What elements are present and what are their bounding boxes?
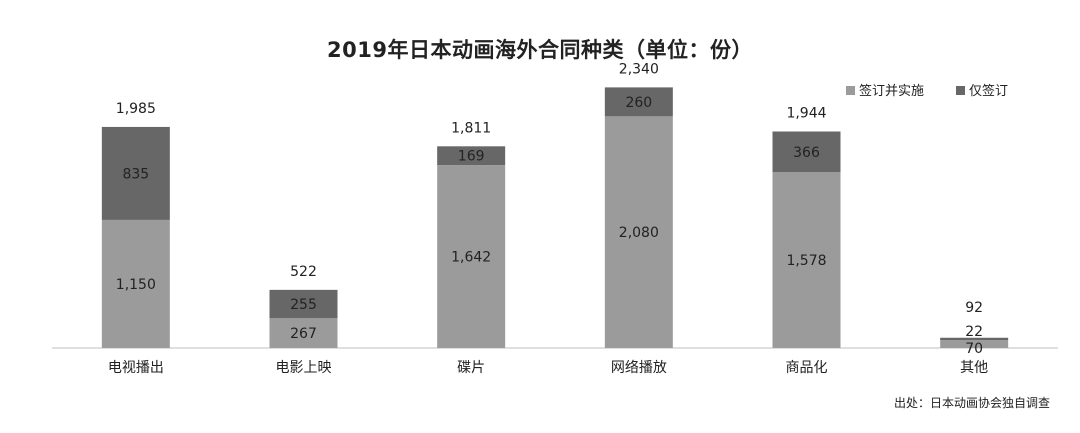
segment-value-label: 22 (965, 324, 983, 340)
legend-label: 仅签订 (969, 83, 1008, 99)
bar-segment-signed-implemented (940, 340, 1009, 348)
segment-value-label: 267 (290, 326, 317, 342)
total-value-label: 1,944 (786, 105, 826, 121)
total-value-label: 1,811 (451, 120, 491, 136)
segment-value-label: 70 (965, 341, 983, 357)
bar-segment-signed-only (940, 337, 1009, 341)
segment-value-label: 1,642 (451, 250, 491, 266)
source-note: 出处：日本动画协会独自调查 (893, 396, 1050, 410)
category-label: 网络播放 (611, 360, 667, 376)
total-value-label: 92 (965, 300, 983, 316)
bar-segment-signed-only (772, 131, 841, 173)
total-value-label: 2,340 (619, 61, 659, 77)
legend-swatch (956, 86, 965, 95)
segment-value-label: 255 (290, 297, 317, 313)
bar-segment-signed-only (604, 87, 673, 117)
legend: 签订并实施 仅签订 (846, 83, 1008, 99)
bar-segment-signed-implemented (101, 219, 170, 348)
bars-group: 1,150 835 1,985 电视播出 267 255 522 电影上映 1,642 169 1,… (101, 61, 1009, 376)
category-label: 电影上映 (276, 360, 332, 376)
total-value-label: 522 (290, 264, 317, 280)
segment-value-label: 835 (122, 166, 149, 182)
legend-swatch (846, 86, 855, 95)
category-label: 其他 (960, 360, 988, 376)
legend-label: 签订并实施 (859, 83, 924, 99)
bar-segment-signed-implemented (437, 165, 506, 348)
bar-segment-signed-implemented (772, 172, 841, 348)
bar-segment-signed-implemented (604, 116, 673, 349)
bar-segment-signed-only (437, 146, 506, 166)
segment-value-label: 366 (793, 145, 820, 161)
segment-value-label: 2,080 (619, 225, 659, 241)
total-value-label: 1,985 (116, 101, 156, 117)
segment-value-label: 1,150 (116, 277, 156, 293)
category-label: 商品化 (786, 360, 828, 376)
category-label: 电视播出 (108, 360, 164, 376)
segment-value-label: 169 (458, 149, 485, 165)
segment-value-label: 260 (625, 95, 652, 111)
bar-segment-signed-only (269, 289, 338, 319)
bar-segment-signed-implemented (269, 318, 338, 348)
segment-value-label: 1,578 (786, 253, 826, 269)
chart-title: 2019年日本动画海外合同种类（单位：份） (327, 38, 753, 62)
category-label: 碟片 (457, 360, 485, 376)
bar-segment-signed-only (101, 126, 170, 220)
